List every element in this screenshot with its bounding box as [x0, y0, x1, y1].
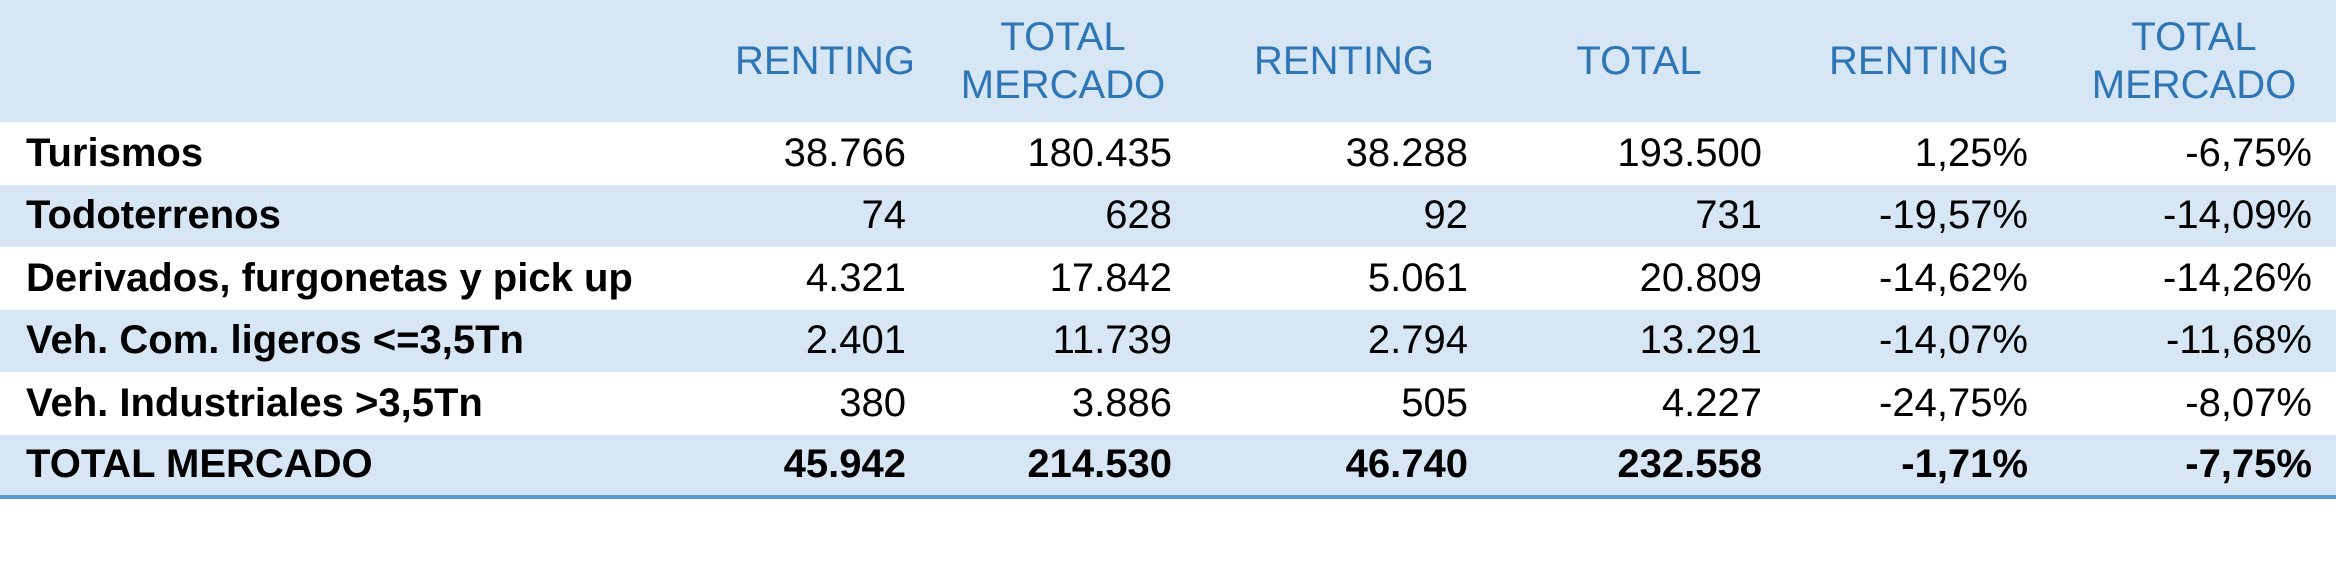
cell-value: 20.809 [1639, 255, 1762, 300]
table-row: Derivados, furgonetas y pick up 4.321 17… [0, 247, 2336, 310]
cell-value: 92 [1423, 193, 1469, 238]
cell-value: -14,09% [2163, 193, 2312, 238]
cell-value: -19,57% [1879, 193, 2028, 238]
table-row: Todoterrenos 74 628 92 731 -19,57% -14,0… [0, 184, 2336, 247]
cell-value: 505 [1401, 380, 1468, 425]
table-body: Turismos 38.766 180.435 38.288 193.500 1… [0, 122, 2336, 497]
cell-value: 2.794 [1367, 318, 1468, 363]
cell-value: 17.842 [1049, 255, 1172, 300]
table-row: Veh. Industriales >3,5Tn 380 3.886 505 4… [0, 372, 2336, 435]
row-label: Turismos [26, 130, 204, 175]
cell-value: 2.401 [805, 318, 906, 363]
cell-value: -1,71% [1901, 442, 2028, 487]
header-renting-3: RENTING [1829, 39, 2009, 83]
row-label: TOTAL MERCADO [26, 442, 373, 487]
cell-value: 11.739 [1052, 318, 1172, 363]
cell-value: -8,07% [2185, 380, 2312, 425]
table-row: Turismos 38.766 180.435 38.288 193.500 1… [0, 122, 2336, 185]
cell-value: 74 [861, 193, 907, 238]
row-label: Derivados, furgonetas y pick up [26, 255, 633, 300]
cell-value: -24,75% [1879, 380, 2028, 425]
cell-value: 45.942 [783, 442, 906, 487]
cell-value: 731 [1695, 193, 1762, 238]
header-total-mercado-2: TOTAL MERCADO [2091, 15, 2297, 107]
cell-value: -14,62% [1879, 255, 2028, 300]
cell-value: 628 [1105, 193, 1172, 238]
cell-value: 232.558 [1617, 442, 1762, 487]
cell-value: 1,25% [1914, 130, 2028, 175]
cell-value: 4.227 [1661, 380, 1762, 425]
cell-value: 380 [839, 380, 906, 425]
header-row: RENTING TOTAL MERCADO RENTING TOTAL RENT… [0, 0, 2336, 122]
cell-value: -14,26% [2163, 255, 2312, 300]
cell-value: 5.061 [1367, 255, 1468, 300]
header-total: TOTAL [1576, 39, 1702, 83]
cell-value: 180.435 [1027, 130, 1172, 175]
row-label: Todoterrenos [26, 193, 281, 238]
cell-value: 46.740 [1345, 442, 1468, 487]
cell-value: -14,07% [1879, 318, 2028, 363]
cell-value: 38.288 [1345, 130, 1468, 175]
cell-value: 214.530 [1027, 442, 1172, 487]
cell-value: 4.321 [805, 255, 906, 300]
cell-value: 3.886 [1071, 380, 1172, 425]
cell-value: -6,75% [2185, 130, 2312, 175]
header-cell-empty [0, 0, 720, 122]
header-renting-1: RENTING [735, 39, 915, 83]
cell-value: -11,68% [2165, 318, 2312, 363]
row-label: Veh. Industriales >3,5Tn [26, 380, 483, 425]
table-row: Veh. Com. ligeros <=3,5Tn 2.401 11.739 2… [0, 309, 2336, 372]
market-table: RENTING TOTAL MERCADO RENTING TOTAL RENT… [0, 0, 2336, 497]
total-row: TOTAL MERCADO 45.942 214.530 46.740 232.… [0, 434, 2336, 497]
cell-value: 38.766 [783, 130, 906, 175]
cell-value: -7,75% [2185, 442, 2312, 487]
row-label: Veh. Com. ligeros <=3,5Tn [26, 318, 524, 363]
table-header: RENTING TOTAL MERCADO RENTING TOTAL RENT… [0, 0, 2336, 122]
header-total-mercado-1: TOTAL MERCADO [960, 15, 1166, 107]
header-renting-2: RENTING [1254, 39, 1434, 83]
cell-value: 13.291 [1639, 318, 1762, 363]
cell-value: 193.500 [1617, 130, 1762, 175]
